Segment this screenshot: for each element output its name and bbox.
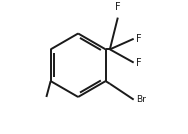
Text: F: F	[136, 34, 142, 44]
Text: F: F	[136, 58, 142, 68]
Text: Br: Br	[136, 95, 146, 104]
Text: F: F	[115, 2, 121, 12]
